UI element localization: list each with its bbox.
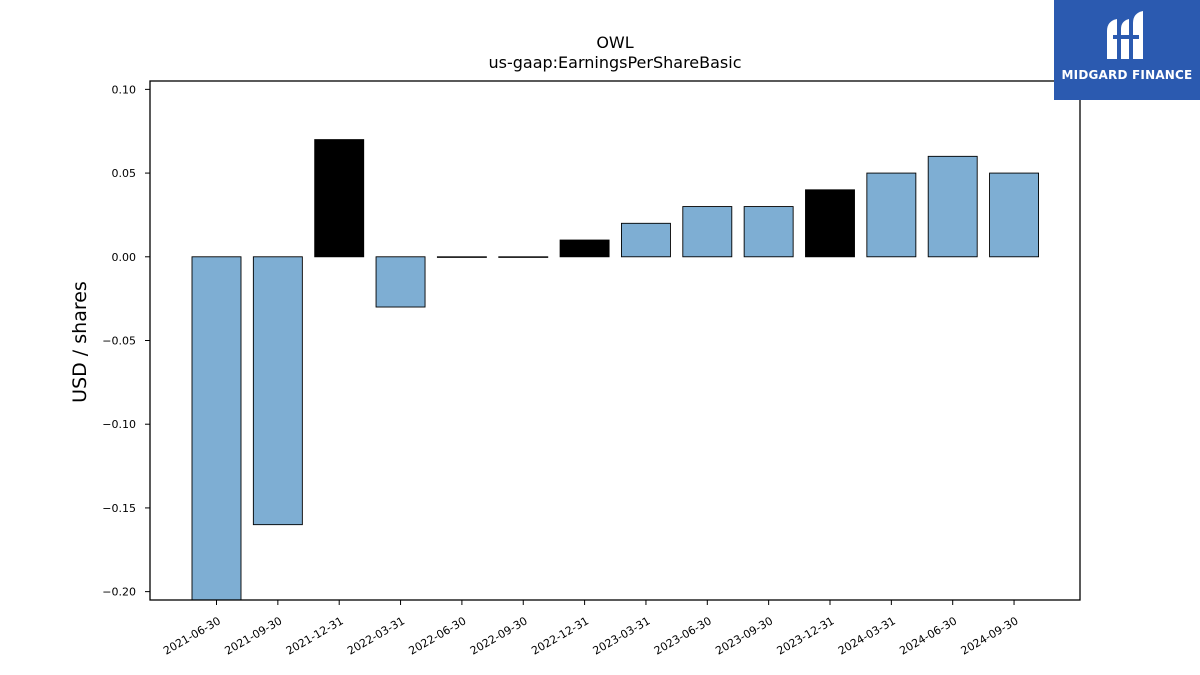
y-tick-label: −0.05 — [102, 335, 136, 348]
y-tick-label: 0.10 — [112, 83, 137, 96]
bar-2023-12-31 — [805, 189, 855, 258]
x-tick-label: 2021-09-30 — [222, 614, 284, 657]
x-tick-label: 2024-03-31 — [836, 614, 898, 657]
x-tick-label: 2022-09-30 — [468, 614, 530, 657]
bar-2022-03-31 — [375, 256, 426, 308]
x-tick-label: 2024-09-30 — [959, 614, 1021, 657]
x-tick-label: 2023-12-31 — [775, 614, 837, 657]
logo-text: MIDGARD FINANCE — [1061, 68, 1193, 82]
bar-2022-06-30 — [436, 256, 487, 258]
x-tick-label: 2022-06-30 — [407, 614, 469, 657]
y-tick-label: −0.15 — [102, 502, 136, 515]
y-tick-label: −0.10 — [102, 418, 136, 431]
bar-2023-06-30 — [682, 206, 733, 258]
x-tick-label: 2022-03-31 — [345, 614, 407, 657]
bar-2023-09-30 — [743, 206, 794, 258]
bar-2024-09-30 — [989, 172, 1039, 258]
x-tick-label: 2021-06-30 — [161, 614, 223, 657]
x-tick-label: 2024-06-30 — [897, 614, 959, 657]
chart-subtitle: us-gaap:EarningsPerShareBasic — [488, 53, 741, 72]
y-tick-label: −0.20 — [102, 586, 136, 599]
midgard-finance-logo: MIDGARD FINANCE — [1054, 0, 1200, 100]
x-tick-label: 2023-03-31 — [591, 614, 653, 657]
y-tick-label: 0.05 — [112, 167, 137, 180]
bar-2024-06-30 — [927, 155, 978, 258]
bar-2021-06-30 — [191, 256, 242, 601]
midgard-logo-icon — [1107, 11, 1143, 59]
y-axis-ticks: 0.10 0.05 0.00 −0.05 −0.10 −0.15 −0.20 — [102, 83, 150, 599]
y-tick-label: 0.00 — [112, 251, 137, 264]
chart-title: OWL — [596, 33, 633, 52]
bar-2023-03-31 — [621, 222, 671, 258]
x-tick-label: 2022-12-31 — [529, 614, 591, 657]
bar-2024-03-31 — [866, 172, 917, 258]
bar-2022-12-31 — [559, 239, 610, 258]
bar-2022-09-30 — [498, 256, 549, 258]
bar-2021-12-31 — [314, 139, 365, 258]
x-tick-label: 2023-06-30 — [652, 614, 714, 657]
x-tick-label: 2021-12-31 — [284, 614, 346, 657]
y-axis-label: USD / shares — [69, 281, 91, 403]
bar-2021-09-30 — [252, 256, 303, 526]
x-axis-ticks: 2021-06-30 2021-09-30 2021-12-31 2022-03-31… — [161, 600, 1021, 658]
bars-layer — [191, 139, 1039, 601]
x-tick-label: 2023-09-30 — [713, 614, 775, 657]
